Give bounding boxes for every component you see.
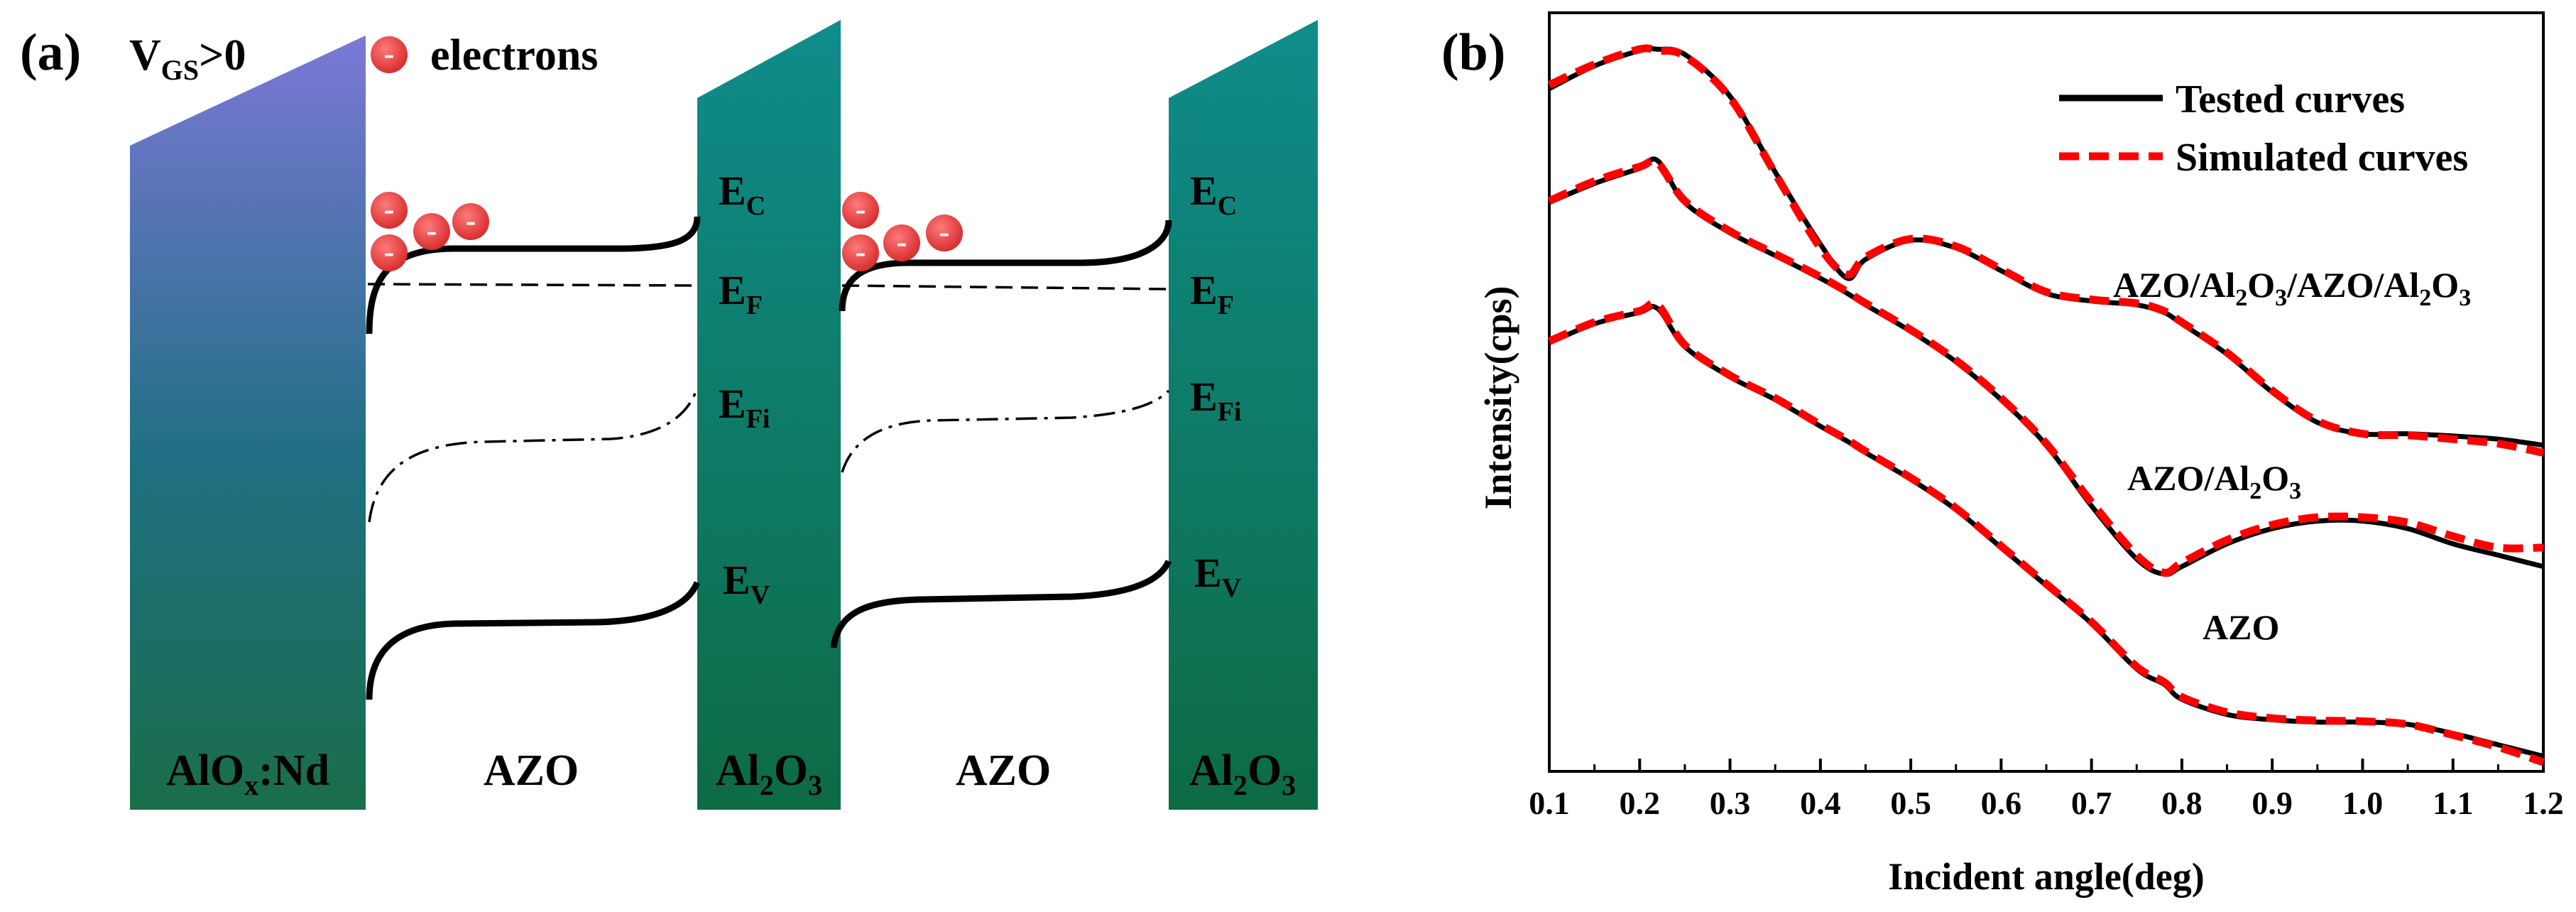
x-tick-label: 0.2 [1620, 785, 1661, 821]
curve-label-top: AZO/Al2O3/AZO/Al2O3 [2113, 265, 2471, 311]
electron-cluster-1: - - - - [371, 192, 489, 271]
svg-text:-: - [466, 203, 476, 238]
x-tick-label: 0.6 [1981, 785, 2022, 821]
x-axis: 0.1 0.2 0.3 0.4 0.5 0.6 0.7 0.8 0.9 1.0 1.1 1.2 [1529, 759, 2564, 821]
svg-text:-: - [856, 234, 866, 269]
xrr-chart-panel: (b) 0.1 0.2 0.3 0.4 0.5 0.6 0.7 0.8 0.9 1.0 1.1 1.2… [1441, 11, 2564, 898]
fermi-level-1 [367, 283, 698, 287]
legend-label-tested: Tested curves [2176, 77, 2405, 121]
bias-condition: VGS>0 [129, 31, 246, 86]
level-label-ec-2: EC [1190, 168, 1237, 221]
x-tick-label: 0.1 [1529, 785, 1570, 821]
series-line-azo-al2o3-tested [1548, 156, 2544, 577]
curve-label-middle: AZO/Al2O3 [2127, 458, 2301, 504]
curve-label-bottom: AZO [2203, 607, 2279, 647]
x-tick-label: 1.1 [2433, 785, 2474, 821]
level-label-efi-2: EFi [1190, 374, 1241, 427]
fermi-level-2 [841, 284, 1169, 291]
svg-text:-: - [384, 234, 395, 269]
legend-label-simulated: Simulated curves [2176, 136, 2468, 180]
series-layer [1547, 44, 2545, 766]
barrier-block-2 [1169, 20, 1318, 810]
x-tick-label: 0.7 [2071, 785, 2112, 821]
layer-label-barrier-2: Al2O3 [1189, 747, 1296, 801]
conduction-band-1 [366, 216, 701, 335]
level-label-ev-2: EV [1194, 550, 1242, 603]
electron: - [842, 192, 879, 229]
level-label-efi-1: EFi [719, 381, 770, 434]
level-label-ev-1: EV [723, 557, 770, 610]
series-line-azo-tested [1548, 303, 2544, 759]
svg-text:-: - [384, 192, 395, 227]
level-label-ef-1: EF [719, 267, 763, 320]
x-tick-label: 0.3 [1710, 785, 1751, 821]
electron: - [883, 224, 920, 261]
electron: - [452, 203, 489, 240]
series-line-azo-simulated [1547, 299, 2545, 766]
valence-band-1 [366, 581, 701, 700]
electron: - [413, 213, 450, 250]
electron-minus: - [384, 36, 395, 71]
electron: - [842, 234, 879, 271]
x-tick-label: 0.8 [2161, 785, 2203, 821]
electron: - [371, 234, 408, 271]
svg-text:-: - [856, 192, 866, 227]
x-tick-label: 1.2 [2523, 785, 2564, 821]
level-label-ec-1: EC [719, 168, 765, 221]
intrinsic-level-2 [841, 389, 1170, 473]
electron: - [371, 192, 408, 229]
x-tick-label: 0.9 [2252, 785, 2293, 821]
layer-label-azo-1: AZO [484, 747, 579, 795]
svg-text:-: - [427, 213, 437, 248]
x-axis-label: Incident angle(deg) [1888, 855, 2205, 898]
level-label-ef-2: EF [1190, 267, 1234, 320]
plot-frame [1548, 11, 2545, 773]
svg-text:-: - [897, 224, 907, 259]
intrinsic-level-1 [368, 386, 699, 523]
electron-legend-icon: - [371, 36, 408, 73]
layer-label-barrier-1: Al2O3 [716, 747, 822, 801]
y-axis-label: Intensity(cps) [1477, 286, 1519, 509]
series-line-azo-al2o3-simulated [1547, 156, 2544, 577]
panel-b-label: (b) [1441, 23, 1505, 82]
electron-legend-label: electrons [430, 31, 598, 80]
x-tick-label: 1.0 [2342, 785, 2384, 821]
electron-cluster-2: - - - - [842, 192, 963, 271]
electron: - [926, 215, 963, 251]
valence-band-2 [830, 559, 1172, 648]
x-tick-label: 0.4 [1800, 785, 1841, 821]
barrier-block-1 [697, 20, 841, 810]
chart-legend: Tested curves Simulated curves [2059, 77, 2468, 180]
layer-label-gate: AlOx:Nd [166, 747, 329, 801]
series-line-azo-al2o3-azo-al2o3-simulated [1547, 44, 2545, 457]
panel-a-label: (a) [20, 23, 81, 82]
layer-label-azo-2: AZO [956, 747, 1051, 795]
svg-text:-: - [939, 215, 950, 249]
gate-dielectric-block [130, 36, 366, 810]
x-tick-label: 0.5 [1890, 785, 1931, 821]
band-diagram-panel: (a) VGS>0 - electrons - - - - - - [20, 20, 1318, 810]
